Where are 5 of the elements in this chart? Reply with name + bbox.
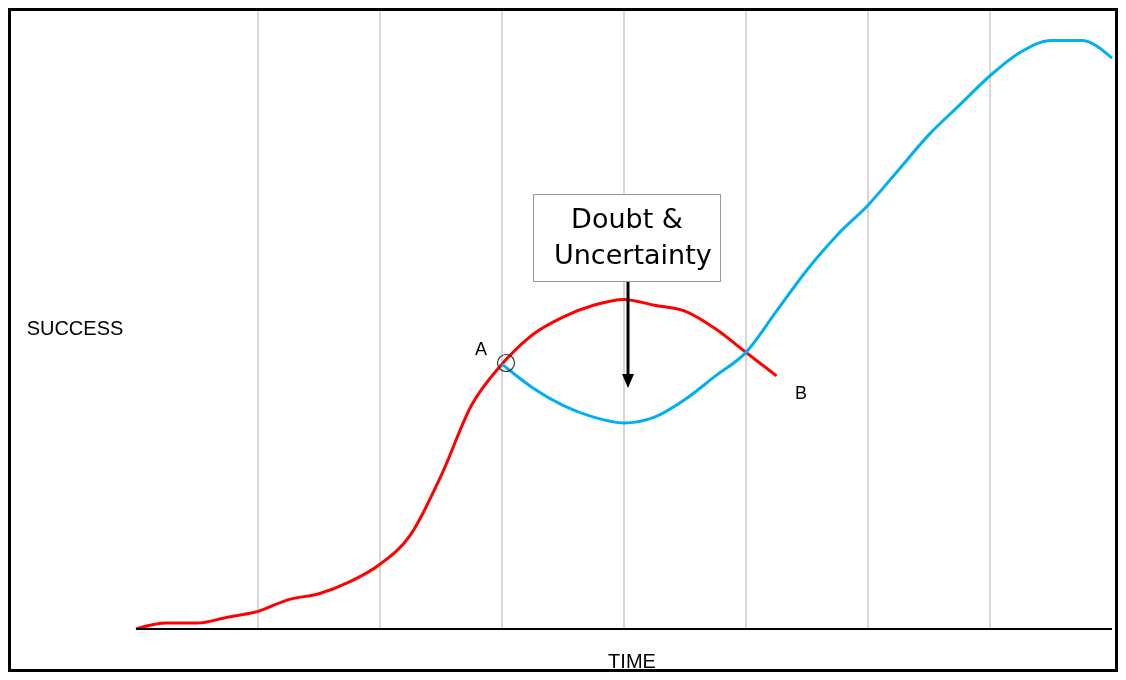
x-axis-title: TIME [607, 650, 657, 673]
annotation: Doubt & Uncertainty [533, 194, 721, 282]
annotation: A [475, 339, 488, 360]
y-axis-title: SUCCESS [25, 317, 125, 340]
annotation: B [795, 383, 808, 404]
